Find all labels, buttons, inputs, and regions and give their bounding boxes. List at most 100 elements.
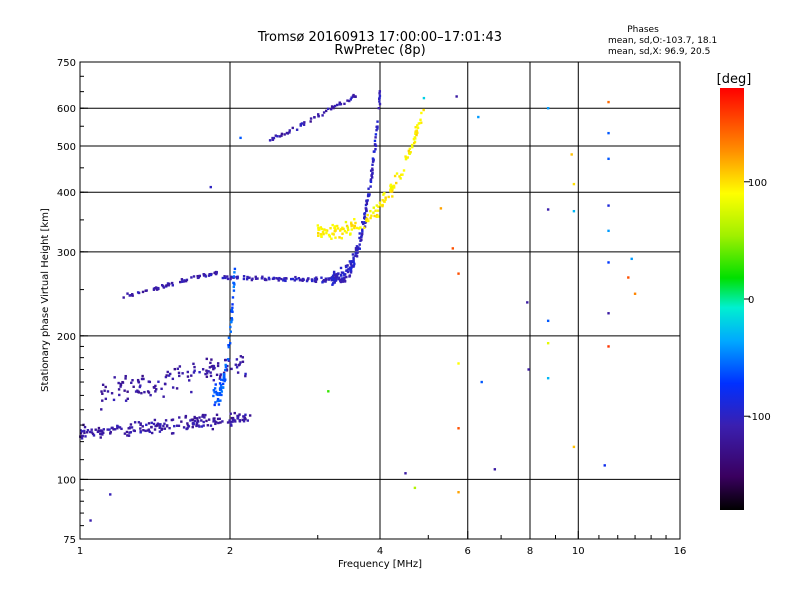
data-point <box>277 279 280 282</box>
data-point <box>157 380 160 383</box>
data-point <box>230 318 234 321</box>
data-point <box>377 106 381 110</box>
data-point <box>242 275 246 278</box>
data-point <box>225 368 229 371</box>
data-point <box>343 279 347 283</box>
y-axis-ticks: 75 100 200 300 400 500 600 750 <box>57 58 88 546</box>
data-point <box>221 378 225 382</box>
data-point <box>86 429 90 432</box>
data-point <box>219 375 222 378</box>
data-point <box>368 193 371 196</box>
data-point <box>83 425 87 429</box>
data-point <box>381 204 384 208</box>
data-point <box>165 374 168 377</box>
data-point <box>337 277 340 281</box>
data-point <box>317 228 320 232</box>
data-point <box>325 231 328 235</box>
data-point <box>315 276 318 279</box>
isolated-point <box>546 341 550 345</box>
data-point <box>345 265 348 268</box>
data-point <box>348 266 352 269</box>
data-point <box>407 149 411 153</box>
data-point <box>349 271 353 274</box>
data-point <box>330 237 333 240</box>
data-point <box>324 277 328 280</box>
data-point <box>282 279 285 282</box>
data-point <box>325 229 329 232</box>
data-point <box>177 371 181 375</box>
data-point <box>352 258 355 261</box>
data-point <box>213 403 216 407</box>
data-point <box>412 137 416 141</box>
data-point <box>275 277 278 280</box>
data-point <box>213 271 216 275</box>
data-point <box>126 434 129 437</box>
y-tick-label: 400 <box>57 188 76 199</box>
data-point <box>322 232 325 235</box>
data-point <box>112 428 115 431</box>
data-point <box>331 274 335 277</box>
data-point <box>335 103 339 107</box>
y-tick-label: 750 <box>57 58 76 69</box>
data-point <box>124 377 127 380</box>
data-point <box>244 417 247 421</box>
data-point <box>237 364 240 367</box>
data-point <box>148 430 151 433</box>
data-point <box>339 266 343 270</box>
data-point <box>204 372 207 376</box>
data-point <box>341 226 344 230</box>
data-point <box>228 342 232 345</box>
data-point <box>276 277 280 280</box>
data-point <box>245 277 249 281</box>
data-point <box>260 277 264 280</box>
data-point <box>131 379 134 382</box>
data-point <box>314 280 318 284</box>
data-point <box>246 276 250 279</box>
data-point <box>387 195 390 199</box>
data-point <box>226 358 230 361</box>
data-point <box>326 107 330 111</box>
data-point <box>150 421 153 425</box>
data-point <box>381 199 384 202</box>
data-point <box>291 277 295 281</box>
data-point <box>80 430 84 433</box>
data-point <box>317 226 320 230</box>
data-point <box>344 220 348 224</box>
data-point <box>171 377 175 381</box>
data-point <box>80 437 84 440</box>
data-point <box>139 422 142 425</box>
data-point <box>341 277 344 280</box>
data-point <box>363 212 367 215</box>
data-point <box>366 213 369 217</box>
data-point <box>379 204 382 207</box>
data-point <box>201 368 205 371</box>
data-point <box>375 204 379 207</box>
data-point <box>271 138 274 141</box>
data-point <box>383 192 386 195</box>
colorbar-tick-label: -100 <box>748 412 771 423</box>
data-point <box>244 372 247 376</box>
data-point <box>168 426 171 430</box>
data-point <box>139 427 142 430</box>
data-point <box>227 344 230 347</box>
data-point <box>374 133 378 136</box>
data-point <box>349 221 353 224</box>
isolated-point <box>422 96 426 100</box>
data-point <box>139 384 142 387</box>
data-point <box>226 277 230 281</box>
data-point <box>371 176 374 179</box>
data-point <box>221 420 224 423</box>
data-point <box>373 214 376 218</box>
data-point <box>345 275 348 279</box>
data-point <box>130 381 133 385</box>
data-point <box>395 172 399 175</box>
isolated-point <box>109 493 112 496</box>
data-point <box>204 413 207 417</box>
data-point <box>129 431 133 434</box>
data-point <box>200 425 204 428</box>
data-point <box>221 382 225 386</box>
data-point <box>224 365 228 369</box>
data-point <box>335 224 339 228</box>
data-point <box>365 217 369 220</box>
